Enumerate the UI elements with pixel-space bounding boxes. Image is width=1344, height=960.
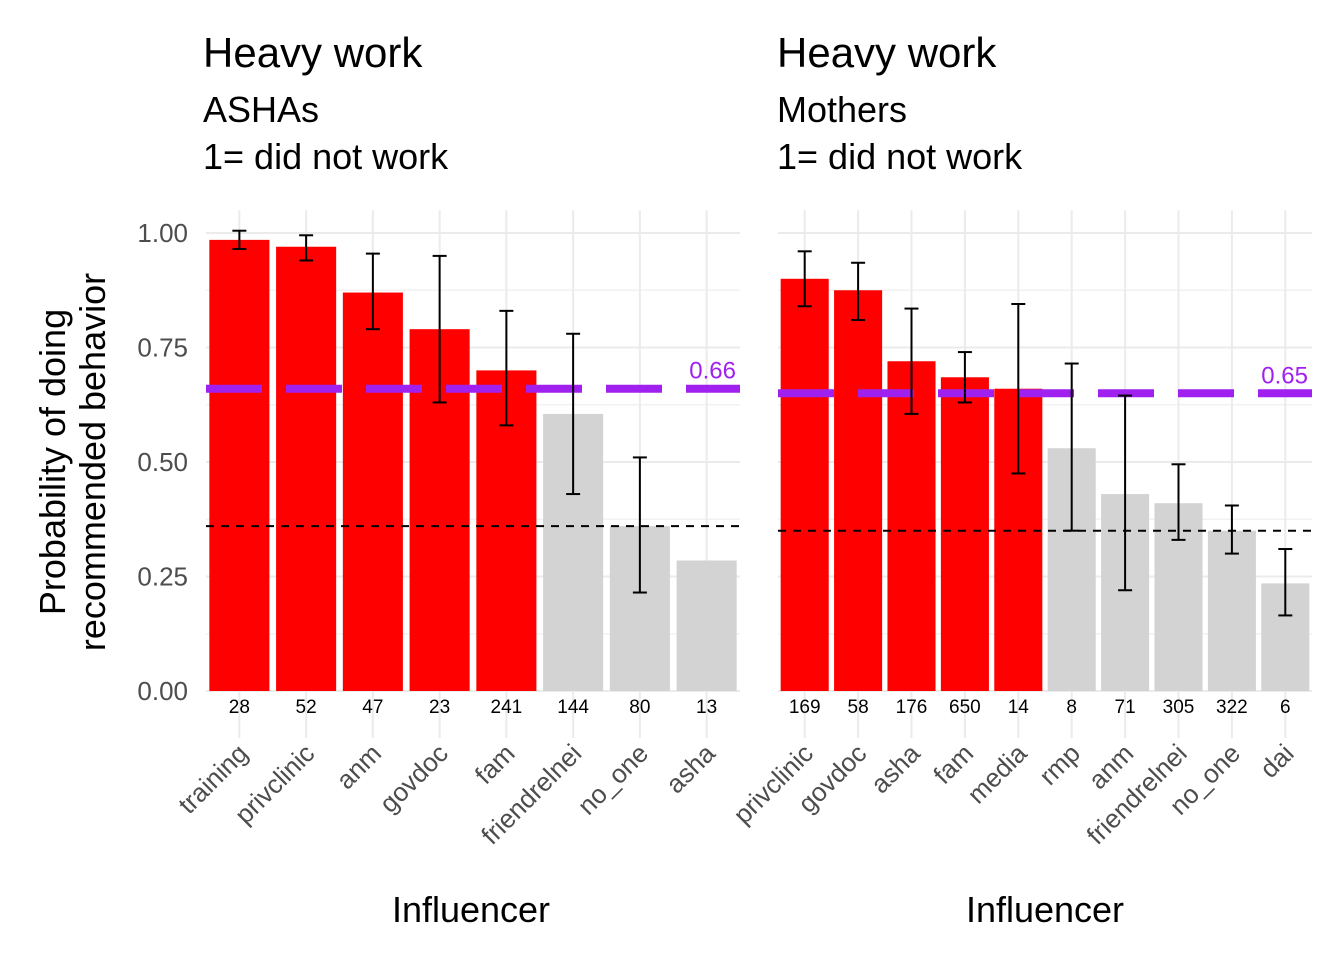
panel-2-title: Heavy work (777, 29, 997, 76)
count-label: 14 (1008, 697, 1030, 718)
y-tick-label: 0.00 (137, 676, 188, 706)
y-tick-label: 0.75 (137, 333, 188, 363)
y-axis-label-line-1: Probability of doing (32, 309, 73, 615)
count-label: 23 (429, 697, 450, 718)
count-label: 144 (557, 697, 589, 718)
x-tick-label: asha (865, 738, 926, 799)
reference-line-label: 0.66 (689, 358, 736, 385)
count-label: 6 (1280, 697, 1291, 718)
x-tick-label: govdoc (373, 738, 453, 818)
x-tick-label: media (961, 738, 1033, 810)
x-tick-label: fam (469, 738, 521, 790)
panel-1-x-axis-label: Influencer (392, 889, 550, 930)
count-label: 241 (491, 697, 523, 718)
panel-1-subtitle-1: ASHAs (203, 89, 319, 130)
x-tick-label: dai (1254, 738, 1300, 784)
panel-ashas: 0.000.250.500.751.000.6628training52priv… (137, 210, 740, 850)
y-tick-label: 1.00 (137, 218, 188, 248)
bar-anm (342, 292, 403, 691)
count-label: 71 (1115, 697, 1136, 718)
count-label: 322 (1216, 697, 1248, 718)
reference-line-label: 0.65 (1261, 362, 1308, 389)
count-label: 28 (229, 697, 250, 718)
count-label: 176 (896, 697, 928, 718)
y-tick-label: 0.50 (137, 447, 188, 477)
bar-asha (676, 560, 737, 691)
panel-mothers: 0.65169privclinic58govdoc176asha650fam14… (727, 210, 1312, 850)
bar-asha (887, 361, 936, 691)
count-label: 13 (696, 697, 717, 718)
count-label: 58 (848, 697, 869, 718)
bar-fam (940, 377, 989, 691)
count-label: 169 (789, 697, 821, 718)
x-tick-label: no_one (572, 738, 655, 821)
count-label: 47 (362, 697, 383, 718)
count-label: 52 (296, 697, 317, 718)
count-label: 305 (1163, 697, 1195, 718)
panel-2-x-axis-label: Influencer (966, 889, 1124, 930)
panel-1-title: Heavy work (203, 29, 423, 76)
bar-govdoc (834, 290, 883, 691)
bar-privclinic (276, 246, 337, 692)
y-axis-label-line-2: recommended behavior (72, 273, 113, 651)
x-tick-label: rmp (1033, 738, 1086, 791)
bar-privclinic (780, 278, 829, 691)
count-label: 8 (1066, 697, 1077, 718)
bar-no_one (1207, 530, 1256, 691)
panel-1-subtitle-2: 1= did not work (203, 136, 449, 177)
y-tick-label: 0.25 (137, 562, 188, 592)
panel-2-subtitle-1: Mothers (777, 89, 907, 130)
count-label: 650 (949, 697, 981, 718)
x-tick-label: asha (660, 738, 721, 799)
count-label: 80 (629, 697, 650, 718)
bar-training (209, 239, 270, 691)
x-tick-label: anm (330, 738, 387, 795)
panel-2-subtitle-2: 1= did not work (777, 136, 1023, 177)
